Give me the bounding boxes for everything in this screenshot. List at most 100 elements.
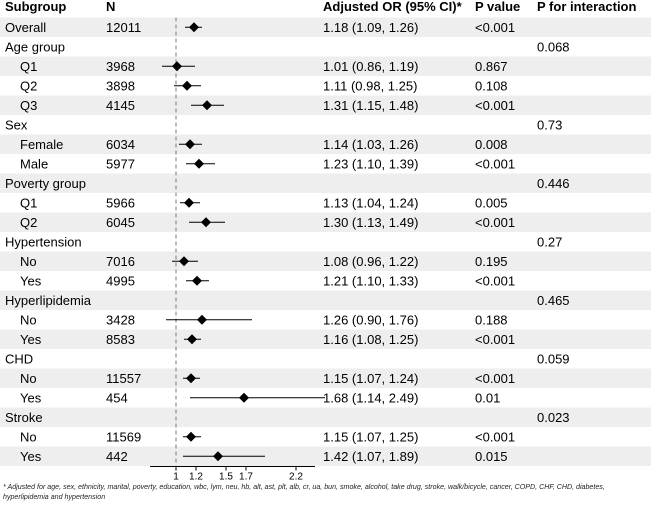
row-p-value: <0.001 bbox=[475, 20, 515, 35]
row-p-value: 0.108 bbox=[475, 78, 508, 93]
row-or-ci: 1.31 (1.15, 1.48) bbox=[323, 98, 418, 113]
row-p-value: 0.005 bbox=[475, 195, 508, 210]
row-band bbox=[0, 212, 651, 232]
estimate-diamond bbox=[201, 217, 211, 228]
group-label: Poverty group bbox=[5, 176, 86, 191]
row-n: 11557 bbox=[106, 371, 141, 386]
x-tick-label: 1.5 bbox=[219, 472, 233, 483]
row-n: 12011 bbox=[106, 20, 141, 35]
estimate-diamond bbox=[192, 275, 202, 286]
row-p-value: <0.001 bbox=[475, 371, 515, 386]
row-p-value: <0.001 bbox=[475, 156, 515, 171]
row-label: Q1 bbox=[20, 59, 37, 74]
estimate-diamond bbox=[186, 373, 196, 384]
header-p-value: P value bbox=[475, 0, 520, 14]
forest-plot: Subgroup N Adjusted OR (95% CI)* P value P f… bbox=[0, 0, 651, 482]
row-band bbox=[0, 56, 651, 76]
row-or-ci: 1.26 (0.90, 1.76) bbox=[323, 312, 418, 327]
group-label: Sex bbox=[5, 117, 28, 132]
row-band bbox=[0, 173, 651, 193]
row-p-value: <0.001 bbox=[475, 98, 515, 113]
row-p-value: 0.195 bbox=[475, 254, 508, 269]
row-or-ci: 1.14 (1.03, 1.26) bbox=[323, 137, 418, 152]
row-or-ci: 1.18 (1.09, 1.26) bbox=[323, 20, 418, 35]
row-or-ci: 1.15 (1.07, 1.24) bbox=[323, 371, 418, 386]
row-p-value: <0.001 bbox=[475, 429, 515, 444]
estimate-diamond bbox=[213, 451, 223, 462]
row-n: 11569 bbox=[106, 429, 141, 444]
estimate-diamond bbox=[189, 22, 199, 33]
row-p-value: 0.01 bbox=[475, 390, 500, 405]
row-n: 6045 bbox=[106, 215, 135, 230]
row-n: 5966 bbox=[106, 195, 135, 210]
row-n: 8583 bbox=[106, 332, 135, 347]
row-n: 4995 bbox=[106, 273, 135, 288]
p-interaction-value: 0.27 bbox=[537, 234, 562, 249]
estimate-diamond bbox=[202, 100, 212, 111]
row-n: 442 bbox=[106, 449, 128, 464]
footnote: * Adjusted for age, sex, ethnicity, mari… bbox=[3, 483, 605, 501]
row-n: 454 bbox=[106, 390, 128, 405]
row-or-ci: 1.30 (1.13, 1.49) bbox=[323, 215, 418, 230]
row-label: Yes bbox=[20, 390, 42, 405]
row-band bbox=[0, 95, 651, 115]
row-label: Q1 bbox=[20, 195, 37, 210]
row-p-value: 0.008 bbox=[475, 137, 508, 152]
row-label: Yes bbox=[20, 273, 42, 288]
row-label: Overall bbox=[5, 20, 46, 35]
p-interaction-value: 0.023 bbox=[537, 410, 570, 425]
group-label: Stroke bbox=[5, 410, 43, 425]
row-label: No bbox=[20, 371, 37, 386]
row-or-ci: 1.16 (1.08, 1.25) bbox=[323, 332, 418, 347]
p-interaction-value: 0.446 bbox=[537, 176, 570, 191]
row-p-value: <0.001 bbox=[475, 215, 515, 230]
row-band bbox=[0, 407, 651, 427]
row-band bbox=[0, 329, 651, 349]
row-n: 3968 bbox=[106, 59, 135, 74]
header-or: Adjusted OR (95% CI)* bbox=[323, 0, 463, 14]
header-p-interaction: P for interaction bbox=[537, 0, 637, 14]
group-label: Hypertension bbox=[5, 234, 82, 249]
row-n: 7016 bbox=[106, 254, 135, 269]
group-label: Age group bbox=[5, 39, 65, 54]
group-label: CHD bbox=[5, 351, 33, 366]
row-label: Male bbox=[20, 156, 48, 171]
row-p-value: 0.015 bbox=[475, 449, 508, 464]
row-label: Q2 bbox=[20, 215, 37, 230]
row-label: Yes bbox=[20, 332, 42, 347]
estimate-diamond bbox=[194, 158, 204, 169]
row-band bbox=[0, 368, 651, 388]
estimate-diamond bbox=[239, 392, 249, 403]
x-tick-label: 1.2 bbox=[189, 472, 203, 483]
estimate-diamond bbox=[197, 314, 207, 325]
row-label: No bbox=[20, 312, 37, 327]
estimate-diamond bbox=[182, 80, 192, 91]
row-or-ci: 1.42 (1.07, 1.89) bbox=[323, 449, 418, 464]
row-or-ci: 1.01 (0.86, 1.19) bbox=[323, 59, 418, 74]
row-p-value: <0.001 bbox=[475, 332, 515, 347]
estimate-diamond bbox=[187, 334, 197, 345]
row-label: Female bbox=[20, 137, 63, 152]
header-subgroup: Subgroup bbox=[5, 0, 66, 14]
x-tick-label: 2.2 bbox=[289, 472, 303, 483]
estimate-diamond bbox=[185, 139, 195, 150]
p-interaction-value: 0.068 bbox=[537, 39, 570, 54]
row-or-ci: 1.15 (1.07, 1.25) bbox=[323, 429, 418, 444]
row-or-ci: 1.68 (1.14, 2.49) bbox=[323, 390, 418, 405]
row-label: Yes bbox=[20, 449, 42, 464]
p-interaction-value: 0.73 bbox=[537, 117, 562, 132]
row-label: No bbox=[20, 429, 37, 444]
row-n: 4145 bbox=[106, 98, 135, 113]
estimate-diamond bbox=[172, 61, 182, 72]
row-band bbox=[0, 251, 651, 271]
estimate-diamond bbox=[184, 197, 194, 208]
row-n: 3428 bbox=[106, 312, 135, 327]
row-or-ci: 1.08 (0.96, 1.22) bbox=[323, 254, 418, 269]
estimate-diamond bbox=[179, 256, 189, 267]
row-or-ci: 1.21 (1.10, 1.33) bbox=[323, 273, 418, 288]
row-label: No bbox=[20, 254, 37, 269]
row-band bbox=[0, 290, 651, 310]
row-n: 6034 bbox=[106, 137, 135, 152]
estimate-diamond bbox=[186, 431, 196, 442]
p-interaction-value: 0.465 bbox=[537, 293, 570, 308]
